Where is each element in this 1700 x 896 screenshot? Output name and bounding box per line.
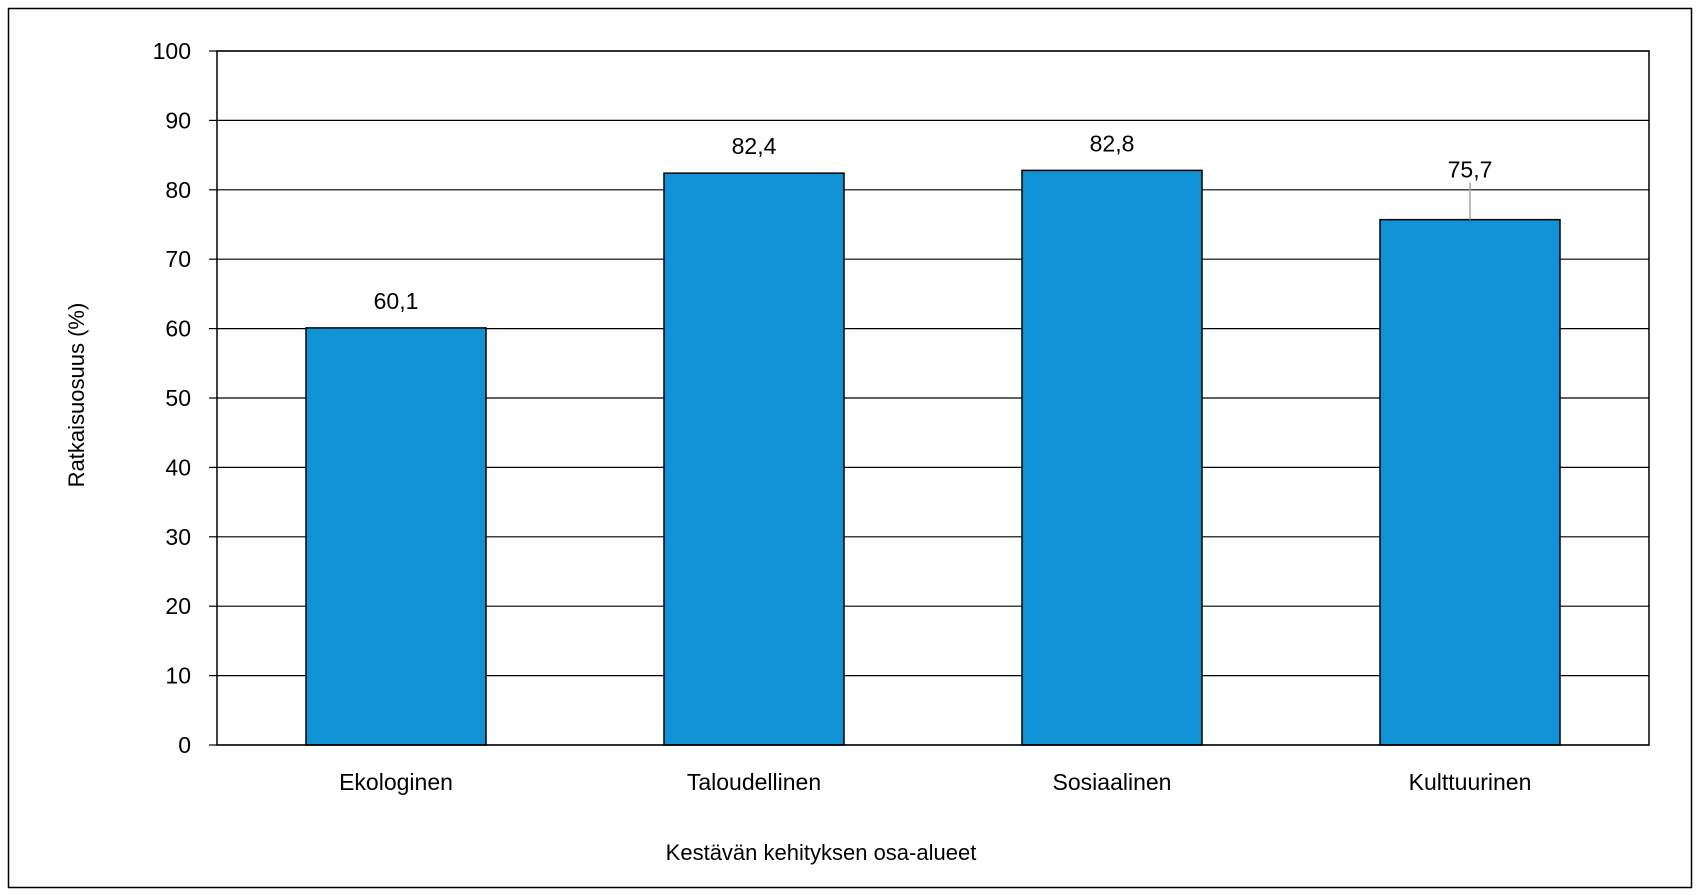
y-tick-label: 0 bbox=[178, 732, 191, 758]
y-tick-label: 10 bbox=[165, 663, 191, 689]
y-tick-label: 70 bbox=[165, 246, 191, 272]
value-label: 82,4 bbox=[732, 133, 777, 159]
x-category-label: Sosiaalinen bbox=[1053, 769, 1172, 795]
y-tick-label: 90 bbox=[165, 107, 191, 133]
bar-kulttuurinen bbox=[1379, 218, 1561, 746]
x-axis-title: Kestävän kehityksen osa-alueet bbox=[666, 840, 977, 865]
bar-taloudellinen bbox=[663, 172, 845, 746]
y-tick-label: 40 bbox=[165, 454, 191, 480]
bar-sosiaalinen bbox=[1021, 169, 1203, 746]
value-labels: 60,1 82,4 82,8 75,7 bbox=[374, 130, 1493, 314]
y-tick-label: 100 bbox=[153, 38, 191, 64]
value-label: 75,7 bbox=[1448, 157, 1493, 183]
x-category-label: Ekologinen bbox=[339, 769, 453, 795]
y-tick-label: 80 bbox=[165, 177, 191, 203]
value-label: 82,8 bbox=[1090, 130, 1135, 156]
bars bbox=[305, 169, 1561, 746]
value-label: 60,1 bbox=[374, 288, 419, 314]
x-axis-categories: Ekologinen Taloudellinen Sosiaalinen Kulttu… bbox=[339, 769, 1531, 795]
y-tick-label: 30 bbox=[165, 524, 191, 550]
y-tick-label: 60 bbox=[165, 316, 191, 342]
y-tick-label: 50 bbox=[165, 385, 191, 411]
x-category-label: Taloudellinen bbox=[687, 769, 821, 795]
x-category-label: Kulttuurinen bbox=[1409, 769, 1532, 795]
y-axis-title: Ratkaisuosuus (%) bbox=[64, 303, 89, 488]
y-tick-label: 20 bbox=[165, 593, 191, 619]
bar-ekologinen bbox=[305, 327, 487, 746]
y-axis-ticks: 0 10 20 30 40 50 60 70 80 90 100 bbox=[153, 38, 217, 758]
